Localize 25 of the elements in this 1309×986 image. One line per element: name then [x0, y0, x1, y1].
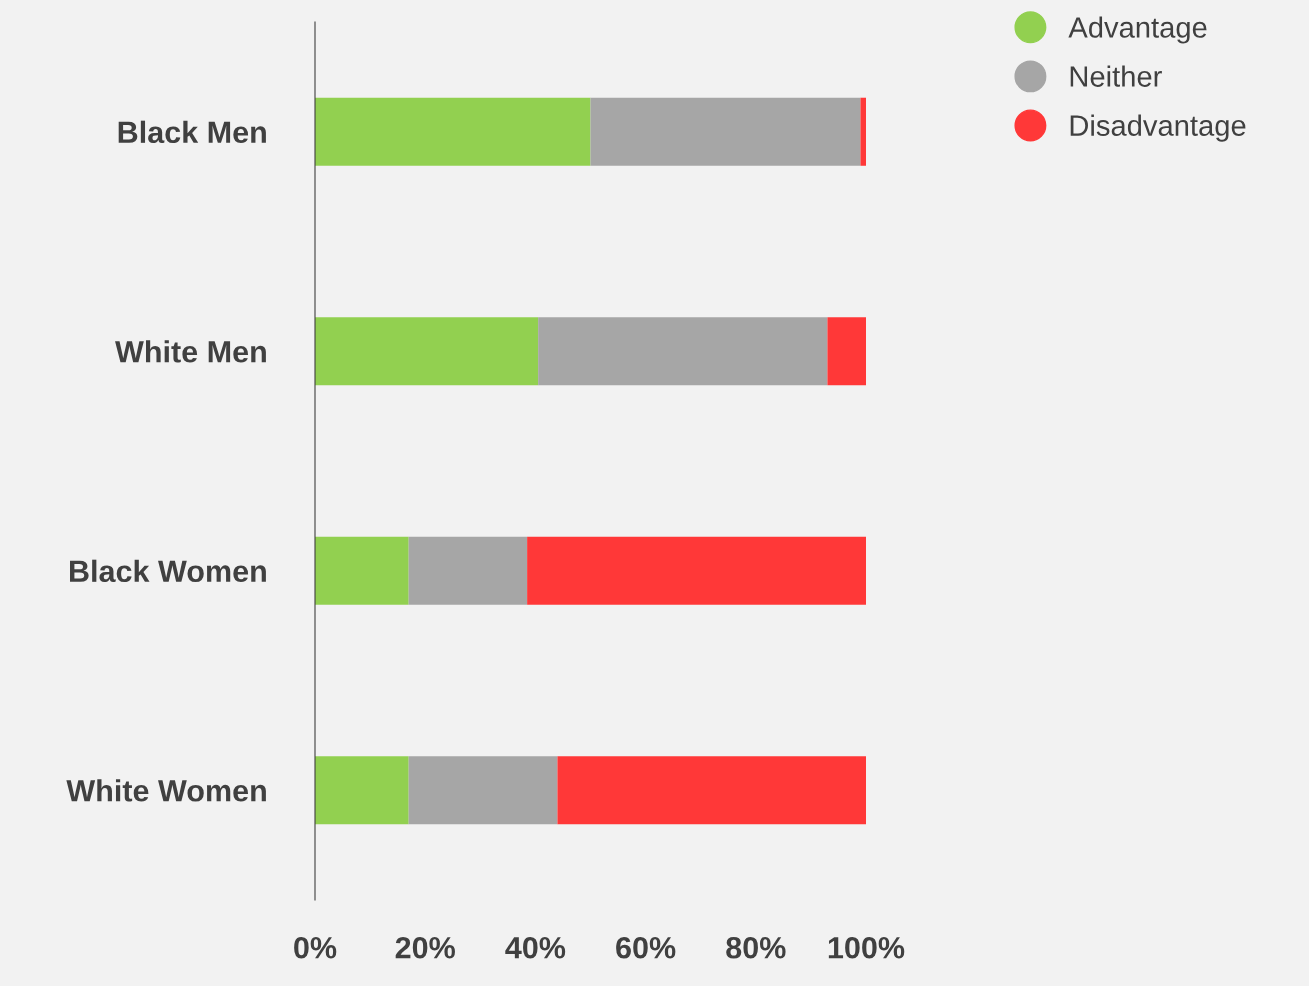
bar: [538, 317, 828, 386]
bar: [557, 756, 866, 825]
x-tick-label: 40%: [505, 936, 566, 959]
bar: [860, 97, 866, 166]
bar: [315, 756, 409, 825]
y-tick-label: White Men: [115, 340, 266, 363]
bar: [315, 317, 539, 386]
legend-label: Neither: [1070, 65, 1162, 87]
bar: [408, 756, 558, 825]
bar: [315, 97, 591, 166]
bar: [315, 536, 409, 605]
bar: [827, 317, 866, 386]
bar: [408, 536, 528, 605]
x-tick-label: 100%: [828, 936, 905, 959]
bar: [590, 97, 861, 166]
bar: [527, 536, 866, 605]
x-tick-label: 80%: [726, 936, 786, 959]
y-tick-label: Black Men: [118, 120, 266, 144]
x-tick-label: 60%: [616, 936, 676, 959]
y-tick-label: White Women: [66, 779, 266, 802]
legend-label: Advantage: [1068, 16, 1207, 44]
x-tick-label: 20%: [395, 936, 455, 959]
legend-label: Disadvantage: [1070, 114, 1246, 142]
x-tick-label: 0%: [294, 936, 337, 959]
y-tick-label: Black Women: [70, 559, 266, 583]
